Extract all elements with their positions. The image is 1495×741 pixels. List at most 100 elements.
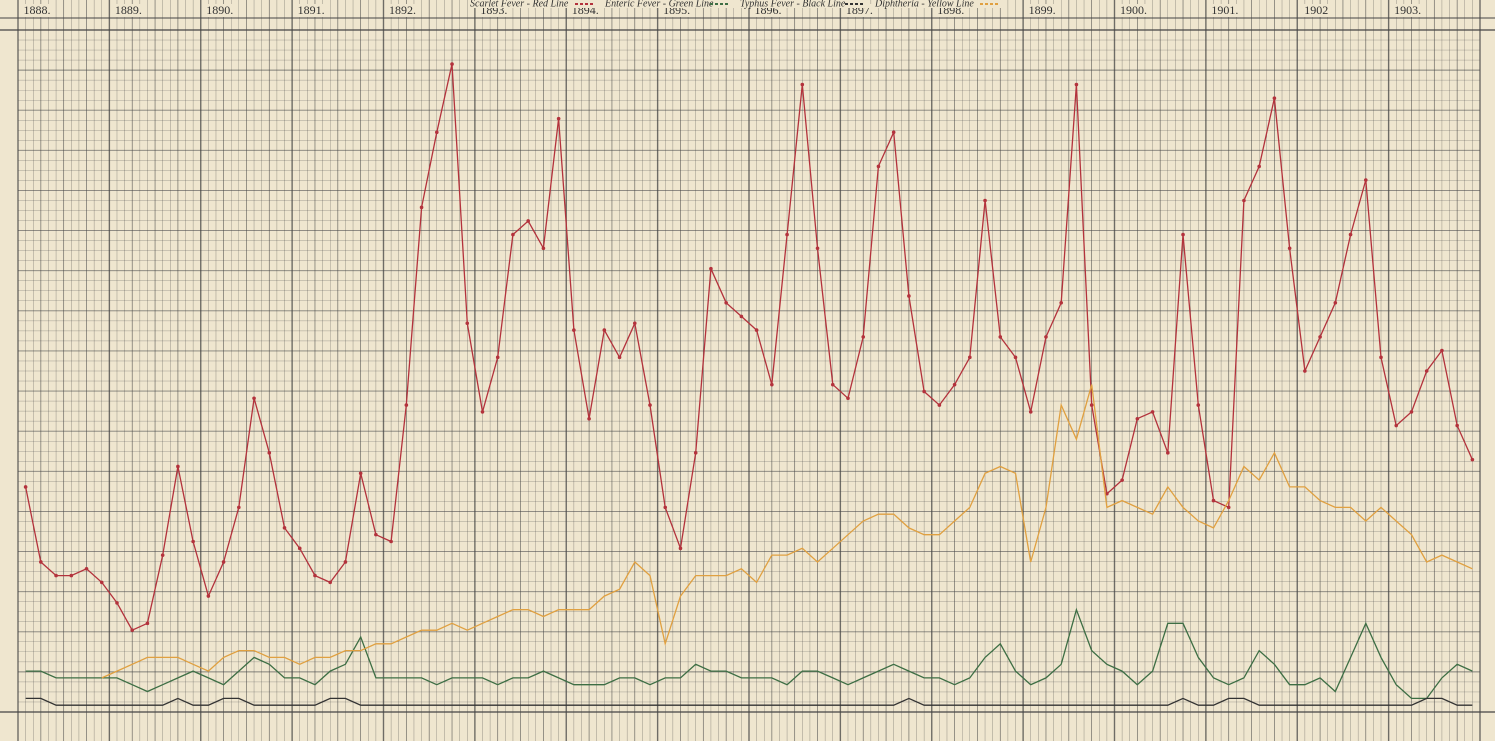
year-label: 1888. <box>24 3 51 17</box>
point <box>617 355 622 360</box>
legend-label: Typhus Fever - Black Line <box>740 0 846 9</box>
year-label: 1903. <box>1394 3 1421 17</box>
year-cell <box>1299 4 1334 17</box>
point <box>1135 416 1140 421</box>
point <box>739 314 744 319</box>
point <box>800 82 805 87</box>
point <box>770 382 774 387</box>
point <box>1120 478 1124 482</box>
point <box>678 546 683 551</box>
point <box>176 464 180 469</box>
point <box>313 573 317 578</box>
series-line <box>24 63 1473 632</box>
point <box>846 396 850 401</box>
point <box>693 451 698 455</box>
year-label: 1890. <box>206 3 233 17</box>
year-label: 1889. <box>115 3 142 17</box>
point <box>191 539 195 544</box>
point <box>206 594 211 598</box>
point <box>1013 355 1018 360</box>
point <box>435 130 439 135</box>
point <box>69 573 74 578</box>
point <box>84 566 89 571</box>
year-cell <box>20 4 54 17</box>
point <box>1166 451 1170 455</box>
point <box>998 335 1003 339</box>
point <box>876 164 881 169</box>
point <box>952 382 957 387</box>
point <box>861 335 866 339</box>
point <box>815 246 820 251</box>
point <box>389 539 393 544</box>
point <box>1257 164 1261 169</box>
point <box>160 553 165 557</box>
point <box>343 560 348 564</box>
point <box>1181 232 1185 237</box>
point <box>130 628 135 632</box>
year-cell <box>1207 4 1242 17</box>
point <box>99 580 104 585</box>
point <box>297 546 302 551</box>
point <box>39 560 43 564</box>
point <box>1333 301 1338 305</box>
point <box>1318 335 1322 339</box>
point <box>54 573 58 578</box>
point <box>374 532 378 537</box>
point <box>724 301 728 305</box>
point <box>1455 423 1459 428</box>
year-cell <box>1025 4 1060 17</box>
legend-label: Scarlet Fever - Red Line <box>470 0 569 9</box>
year-label: 1902 <box>1304 3 1328 17</box>
year-label: 1899. <box>1029 3 1056 17</box>
point <box>602 328 607 332</box>
point <box>1059 301 1063 305</box>
point <box>1424 369 1429 373</box>
point <box>663 505 668 510</box>
point <box>541 246 546 251</box>
point <box>115 601 119 605</box>
point <box>937 403 942 407</box>
point <box>1348 232 1353 237</box>
point <box>1409 410 1414 414</box>
point <box>785 232 789 237</box>
point <box>1440 348 1444 353</box>
point <box>632 321 637 326</box>
point <box>511 232 515 237</box>
point <box>495 355 500 360</box>
year-label: 1901. <box>1211 3 1238 17</box>
point <box>1150 410 1155 414</box>
year-cell <box>202 4 237 17</box>
legend-bg <box>873 0 1005 8</box>
point <box>1470 457 1475 462</box>
point <box>709 266 713 271</box>
legend-bg <box>738 0 870 8</box>
point <box>237 505 241 510</box>
point <box>587 416 591 421</box>
point <box>1211 498 1216 503</box>
point <box>358 471 363 476</box>
point <box>1272 96 1277 100</box>
point <box>1287 246 1292 251</box>
point <box>1226 505 1231 510</box>
point <box>1089 403 1094 407</box>
point <box>1044 335 1048 339</box>
point <box>450 62 454 66</box>
point <box>404 403 409 407</box>
point <box>267 451 272 455</box>
point <box>1196 403 1201 407</box>
series-line <box>25 697 1473 706</box>
point <box>1028 410 1033 414</box>
legend-bg <box>603 0 735 8</box>
legend-bg <box>468 0 600 8</box>
point <box>221 560 226 564</box>
year-cell <box>111 4 146 17</box>
legend-label: Enteric Fever - Green Line <box>604 0 714 9</box>
point <box>252 396 256 401</box>
point <box>419 205 424 210</box>
point <box>1303 369 1307 373</box>
point <box>23 485 28 489</box>
point <box>572 328 576 332</box>
point <box>1242 198 1246 203</box>
